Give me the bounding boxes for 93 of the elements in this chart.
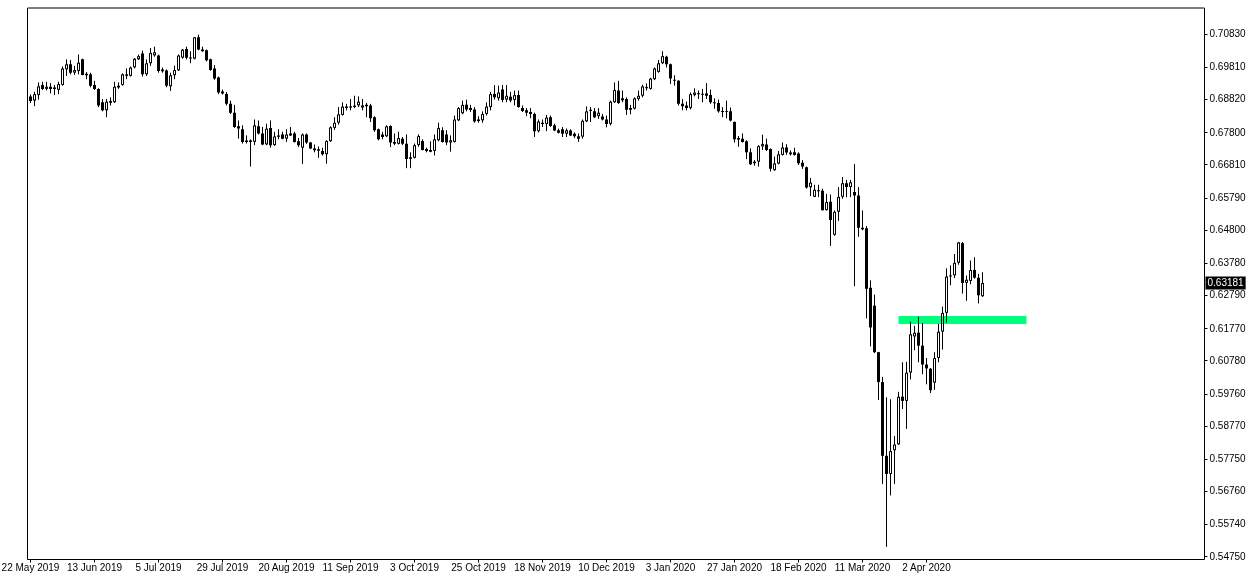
x-tick-label: 2 Apr 2020 — [902, 562, 952, 574]
candlestick — [97, 87, 100, 108]
candlestick — [853, 163, 856, 287]
candlestick — [325, 139, 328, 165]
x-tick-label: 13 Jun 2019 — [66, 562, 123, 574]
candlestick — [77, 53, 80, 75]
candlestick — [317, 145, 320, 159]
candlestick — [897, 391, 900, 446]
candlestick — [193, 36, 196, 60]
candlestick — [301, 132, 304, 165]
candlestick — [953, 253, 956, 279]
candlestick — [889, 398, 892, 496]
candlestick — [713, 97, 716, 110]
y-tick-label: 0.61770 — [1209, 322, 1247, 334]
y-tick-label: 0.54750 — [1209, 550, 1247, 562]
x-tick-label: 11 Mar 2020 — [834, 562, 891, 574]
candlestick — [769, 147, 772, 172]
candlestick — [941, 306, 944, 351]
x-tick-label: 18 Nov 2019 — [514, 562, 572, 574]
x-tick-label: 27 Jan 2020 — [706, 562, 763, 574]
candlestick — [37, 81, 40, 101]
candlestick — [701, 88, 704, 103]
candlestick — [937, 323, 940, 363]
candlestick — [721, 106, 724, 118]
x-tick-label: 22 May 2019 — [1, 562, 60, 574]
candlestick — [149, 47, 152, 67]
x-tick-label: 3 Oct 2019 — [390, 562, 440, 574]
candlestick — [745, 139, 748, 160]
candlestick — [337, 106, 340, 126]
candlestick — [545, 114, 548, 132]
y-tick-label: 0.70830 — [1209, 28, 1247, 40]
candlestick — [61, 66, 64, 87]
annotation: 0.63181 — [1207, 277, 1245, 289]
y-tick-label: 0.58770 — [1209, 420, 1247, 432]
candlestick — [253, 118, 256, 146]
x-tick-label: 3 Jan 2020 — [645, 562, 696, 574]
y-tick-label: 0.56760 — [1209, 485, 1247, 497]
candlestick — [689, 92, 692, 110]
candlestick — [921, 322, 924, 375]
candlestick — [405, 133, 408, 169]
candlestick — [389, 124, 392, 148]
y-tick-label: 0.62790 — [1209, 289, 1247, 301]
candlestick — [265, 123, 268, 146]
candlestick — [949, 264, 952, 286]
candlestick — [533, 112, 536, 138]
x-tick-label: 10 Dec 2019 — [578, 562, 636, 574]
candlestick — [677, 79, 680, 106]
y-tick-label: 0.59760 — [1209, 387, 1247, 399]
candlestick — [233, 104, 236, 129]
x-tick-label: 11 Sep 2019 — [322, 562, 379, 574]
y-tick-label: 0.60780 — [1209, 354, 1247, 366]
y-tick-label: 0.69810 — [1209, 61, 1247, 73]
y-tick-label: 0.63780 — [1209, 257, 1247, 269]
y-tick-label: 0.65790 — [1209, 191, 1247, 203]
candlestick — [673, 74, 676, 87]
candlestick — [849, 179, 852, 198]
candlestick — [841, 176, 844, 200]
candlestick — [241, 124, 244, 145]
candlestick — [977, 273, 980, 304]
candlestick — [177, 53, 180, 72]
x-tick-label: 25 Oct 2019 — [451, 562, 507, 574]
x-tick-label: 5 Jul 2019 — [135, 562, 183, 574]
x-tick-label: 18 Feb 2020 — [770, 562, 828, 574]
y-tick-label: 0.67800 — [1209, 126, 1247, 138]
candlestick — [945, 267, 948, 324]
candlestick — [169, 72, 172, 92]
y-tick-label: 0.64800 — [1209, 224, 1247, 236]
candlestick — [973, 256, 976, 280]
candlestick — [505, 84, 508, 103]
candlestick — [141, 50, 144, 78]
candlestick — [261, 126, 264, 146]
y-tick-label: 0.68820 — [1209, 93, 1247, 105]
candlestick — [489, 91, 492, 111]
candlestick — [817, 184, 820, 198]
x-tick-label: 29 Jul 2019 — [196, 562, 249, 574]
candlestick — [269, 119, 272, 149]
candlestick — [969, 260, 972, 285]
candlestick — [837, 186, 840, 222]
y-tick-label: 0.66810 — [1209, 158, 1247, 170]
candlestick — [105, 98, 108, 118]
y-tick-label: 0.55740 — [1209, 518, 1247, 530]
candlestick — [113, 81, 116, 104]
y-tick-label: 0.57750 — [1209, 453, 1247, 465]
candlestick — [917, 316, 920, 363]
candlestick — [885, 396, 888, 548]
candlestick — [733, 120, 736, 144]
candlestick — [157, 53, 160, 74]
candlestick — [757, 144, 760, 168]
x-tick-label: 20 Aug 2019 — [258, 562, 316, 574]
candlestick — [829, 194, 832, 247]
candlestick — [617, 80, 620, 105]
candlestick — [981, 271, 984, 298]
candlestick — [933, 351, 936, 391]
